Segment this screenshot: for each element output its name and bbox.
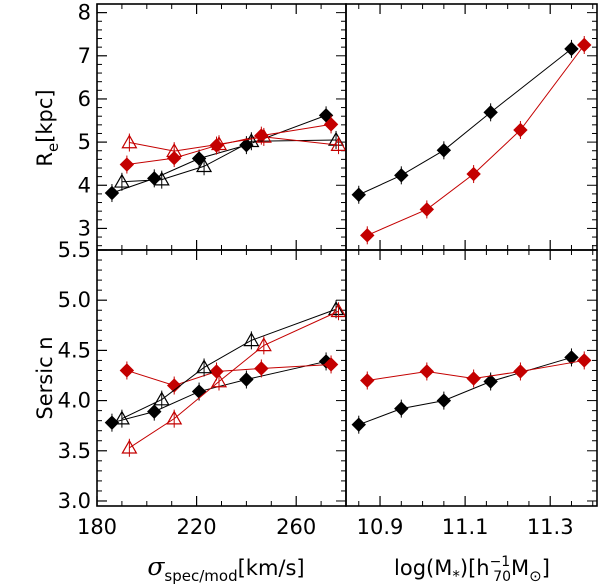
point-tl-black-open-triangles-0: [113, 173, 130, 188]
y-tick-label-tl-0: 3: [78, 216, 91, 240]
y-tick-label-tl-1: 4: [78, 173, 91, 197]
xlabel-sigma: σspec/mod[km/s]: [147, 552, 304, 585]
panel-frame-br: [345, 249, 598, 507]
xlabel-stellar-mass: log(M*)[h−1 70M⊙]: [394, 554, 550, 585]
point-tl-red-open-triangles-2: [210, 136, 228, 151]
y-tick-label-bl-4: 5.0: [58, 288, 91, 312]
y-tick-label-bl-5: 5.5: [58, 238, 91, 262]
y-tick-label-bl-0: 3.0: [58, 489, 91, 513]
panel-top-right: [345, 3, 598, 251]
point-tl-red-open-triangles-3: [255, 128, 272, 143]
panel-top-left: 3 4 5 6 7 8: [78, 1, 347, 251]
point-tl-red-open-triangles-1: [166, 142, 183, 158]
panel-bottom-left: 3.0 3.5 4.0 4.5 5.0 5.5 180 220 260: [58, 238, 347, 539]
point-br-black-filled-diamonds-3: [483, 374, 498, 389]
x-tick-label-br-0: 10.9: [357, 515, 404, 539]
point-br-red-filled-diamonds-3: [513, 364, 528, 379]
point-bl-black-filled-diamonds-3: [239, 372, 254, 387]
point-tr-red-filled-diamonds-4: [577, 37, 592, 53]
y-tick-label-tl-3: 6: [78, 87, 91, 111]
point-tl-black-filled-diamonds-0: [104, 185, 120, 201]
point-tl-red-filled-diamonds-4: [323, 117, 339, 132]
point-br-black-filled-diamonds-2: [436, 393, 452, 408]
point-bl-red-filled-diamonds-0: [119, 363, 135, 378]
y-tick-label-tl-4: 7: [78, 44, 91, 68]
point-bl-red-filled-diamonds-1: [166, 378, 182, 393]
point-bl-red-filled-diamonds-4: [323, 357, 339, 372]
point-tr-black-filled-diamonds-0: [351, 187, 366, 202]
point-br-red-filled-diamonds-1: [419, 364, 435, 379]
point-tr-black-filled-diamonds-1: [394, 168, 409, 183]
y-tick-label-tl-2: 5: [78, 130, 91, 154]
point-bl-red-filled-diamonds-3: [254, 361, 269, 376]
point-bl-black-open-triangles-4: [328, 301, 345, 316]
point-br-black-filled-diamonds-1: [394, 401, 409, 416]
point-tl-black-open-triangles-1: [153, 171, 170, 186]
point-bl-red-open-triangles-3: [255, 337, 272, 352]
point-bl-red-open-triangles-0: [121, 439, 138, 454]
x-tick-label-bl-0: 180: [77, 515, 117, 539]
x-tick-label-bl-2: 260: [276, 515, 316, 539]
ylabel-radius: Re[kpc]: [33, 89, 62, 166]
point-tl-black-open-triangles-3: [243, 133, 260, 148]
point-bl-red-open-triangles-1: [166, 410, 183, 425]
point-tl-black-filled-diamonds-4: [318, 108, 334, 123]
point-br-black-filled-diamonds-4: [564, 350, 579, 365]
point-bl-red-open-triangles-2: [210, 373, 228, 388]
point-tr-black-filled-diamonds-3: [483, 105, 498, 120]
point-br-black-filled-diamonds-0: [351, 417, 366, 432]
x-tick-label-br-1: 11.1: [442, 515, 489, 539]
point-bl-black-filled-diamonds-1: [147, 404, 162, 419]
point-tr-red-filled-diamonds-1: [419, 202, 435, 217]
point-bl-black-open-triangles-2: [196, 359, 213, 374]
point-bl-black-open-triangles-1: [153, 391, 170, 406]
x-tick-label-bl-1: 220: [177, 515, 217, 539]
point-tr-red-filled-diamonds-2: [466, 166, 481, 182]
point-tl-red-open-triangles-0: [121, 134, 138, 149]
y-tick-label-bl-3: 4.5: [58, 338, 91, 362]
point-br-red-filled-diamonds-2: [466, 371, 481, 386]
point-tr-red-filled-diamonds-3: [513, 122, 528, 138]
y-tick-label-bl-1: 3.5: [58, 439, 91, 463]
point-bl-black-open-triangles-0: [113, 410, 130, 425]
point-tr-black-filled-diamonds-4: [564, 41, 579, 57]
panel-bottom-right: 10.9 11.1 11.3: [345, 249, 598, 539]
point-tr-red-filled-diamonds-0: [360, 228, 375, 243]
ylabel-sersic: Sersic n: [33, 336, 57, 419]
point-tl-red-filled-diamonds-2: [209, 138, 224, 153]
point-tl-red-open-triangles-4: [330, 136, 347, 151]
x-tick-label-br-2: 11.3: [527, 515, 574, 539]
point-tl-black-open-triangles-2: [196, 158, 213, 173]
point-tr-black-filled-diamonds-2: [436, 143, 452, 158]
point-bl-red-open-triangles-4: [330, 303, 347, 318]
point-tl-red-filled-diamonds-0: [119, 157, 135, 172]
y-tick-label-bl-2: 4.0: [58, 389, 91, 413]
point-br-red-filled-diamonds-4: [577, 353, 592, 368]
point-br-red-filled-diamonds-0: [360, 373, 375, 388]
y-tick-label-tl-5: 8: [78, 1, 91, 25]
point-bl-black-open-triangles-3: [243, 332, 260, 347]
